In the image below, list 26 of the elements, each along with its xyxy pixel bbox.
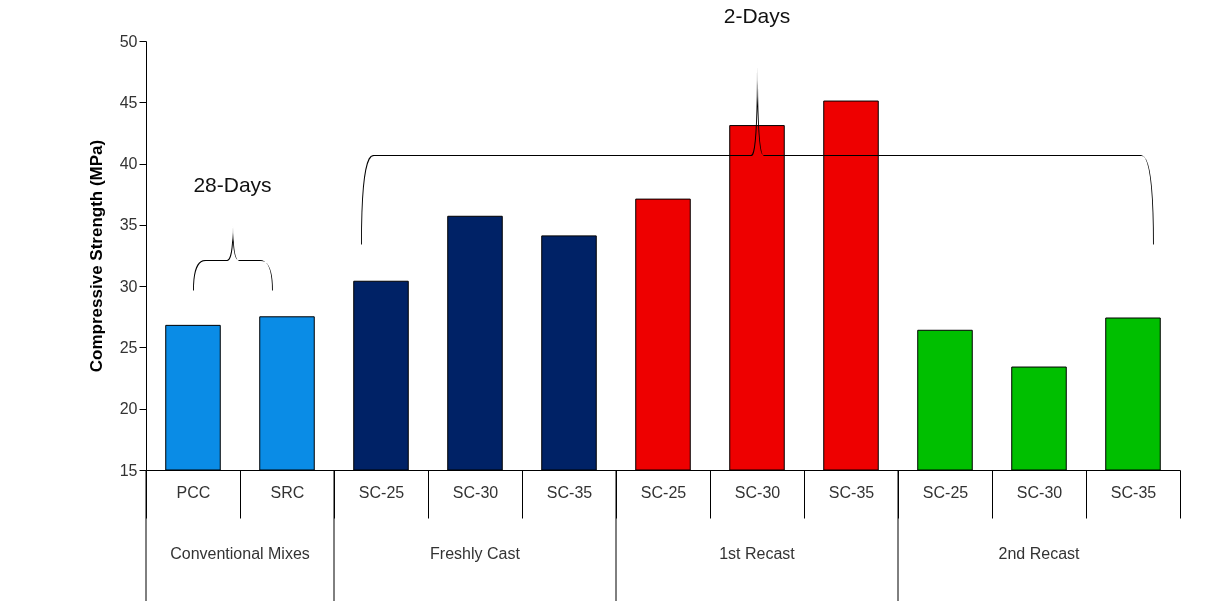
x-tick-label: SC-30	[1016, 483, 1063, 501]
y-tick-label: 15	[119, 461, 138, 479]
x-tick-label: PCC	[176, 483, 211, 501]
x-tick-label: SC-30	[452, 483, 499, 501]
y-tick-label: 25	[119, 338, 138, 356]
y-tick-label: 45	[119, 93, 138, 111]
annotation: 28-Days	[193, 173, 272, 196]
x-tick-label: SC-35	[546, 483, 593, 501]
x-tick-label: SC-35	[1110, 483, 1157, 501]
y-tick-label: 20	[119, 400, 138, 418]
text: 1st Recast	[719, 545, 796, 562]
text: 2nd Recast	[998, 545, 1081, 562]
y-tick-label: 40	[119, 155, 138, 173]
y-tick-label: 35	[119, 216, 138, 234]
x-tick-label: SC-35	[828, 483, 875, 501]
text: Freshly Cast	[430, 545, 521, 562]
x-tick-label: SRC	[270, 483, 305, 501]
y-tick-label: 50	[119, 32, 138, 50]
text: Conventional Mixes	[170, 545, 310, 562]
y-tick-label: 30	[119, 277, 138, 295]
x-tick-label: SC-25	[640, 483, 687, 501]
x-tick-label: SC-25	[922, 483, 969, 501]
text: 2-Days	[723, 4, 791, 27]
x-tick-label: SC-25	[358, 483, 405, 501]
x-tick-label: SC-30	[734, 483, 781, 501]
y-axis-title: Compressive Strength (MPa)	[86, 139, 106, 373]
